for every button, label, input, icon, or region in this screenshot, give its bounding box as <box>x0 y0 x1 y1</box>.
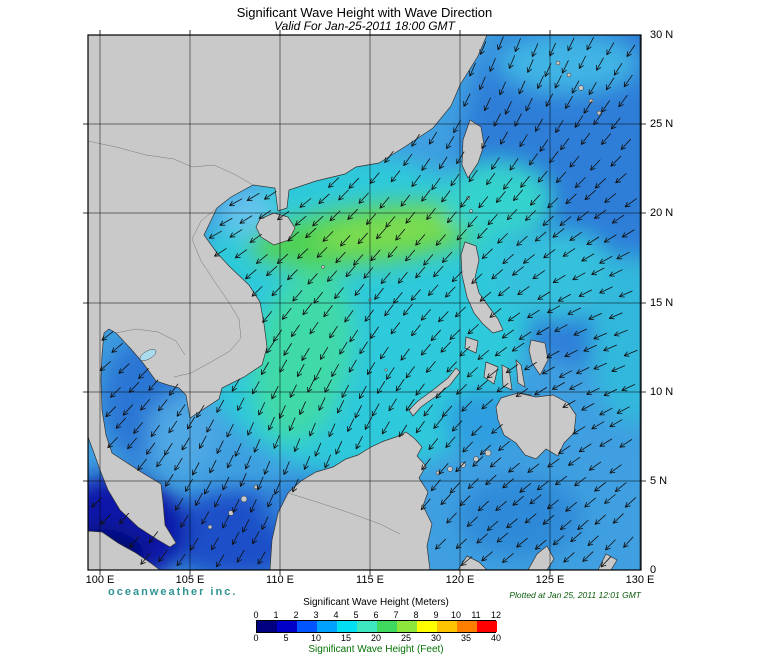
y-axis-tick: 20 N <box>650 207 674 219</box>
x-axis-tick: 130 E <box>625 574 655 586</box>
landmass-panay <box>483 361 499 385</box>
small-island <box>555 60 561 66</box>
legend-color-segment <box>277 621 297 632</box>
legend-meters-tick: 7 <box>393 610 399 620</box>
small-island <box>473 456 479 462</box>
y-axis-tick: 10 N <box>650 386 674 398</box>
legend-feet-tick: 40 <box>490 633 501 643</box>
legend-feet-tick: 10 <box>310 633 321 643</box>
small-island <box>447 466 453 472</box>
legend-color-segment <box>377 621 397 632</box>
small-island <box>460 462 466 468</box>
small-island <box>240 495 248 503</box>
small-island <box>484 449 492 457</box>
small-island <box>207 524 213 530</box>
x-axis-tick: 110 E <box>266 574 294 586</box>
legend-feet-tick: 30 <box>430 633 441 643</box>
y-axis-tick: 15 N <box>650 297 674 309</box>
legend-feet-label: Significant Wave Height (Feet) <box>308 644 444 655</box>
legend-color-segment <box>437 621 457 632</box>
x-axis-tick: 105 E <box>175 574 205 586</box>
legend-feet-tick: 25 <box>400 633 411 643</box>
legend-color-segment <box>397 621 417 632</box>
lake <box>139 349 157 361</box>
legend-meters-tick: 11 <box>471 610 481 620</box>
small-island <box>384 368 388 372</box>
x-axis-tick: 115 E <box>356 574 384 586</box>
landmass-samar <box>528 339 549 376</box>
wave-direction-map <box>83 30 646 575</box>
landmass-taiwan <box>461 119 485 179</box>
small-island <box>596 110 602 116</box>
legend-color-bar <box>256 620 497 633</box>
legend-color-segment <box>477 621 497 632</box>
legend-meters-label: Significant Wave Height (Meters) <box>303 597 449 608</box>
y-axis-tick: 5 N <box>650 475 668 487</box>
legend-color-segment <box>457 621 477 632</box>
legend-meters-tick: 6 <box>373 610 379 620</box>
legend-meters-tick: 1 <box>273 610 279 620</box>
legend-feet-ticks: 0 5 10 15 20 25 30 35 40 <box>253 633 501 643</box>
legend-meters-tick: 3 <box>313 610 319 620</box>
legend-meters-tick: 9 <box>433 610 439 620</box>
x-axis-tick: 100 E <box>85 574 115 586</box>
border-ticks-layer <box>83 30 646 575</box>
landmass-negros <box>501 364 513 391</box>
legend-meters-tick: 12 <box>490 610 501 620</box>
legend-color-segment <box>317 621 337 632</box>
y-axis-tick: 30 N <box>650 29 674 41</box>
brand-text: oceanweather inc. <box>108 586 238 598</box>
plotted-timestamp: Plotted at Jan 25, 2011 12:01 GMT <box>509 590 641 600</box>
y-axis-tick: 0 <box>650 564 657 576</box>
landmass-cebu <box>515 359 526 388</box>
landmass-mindanao <box>495 392 577 460</box>
small-island <box>566 72 572 78</box>
wave-arrows-layer <box>91 36 638 568</box>
chart-title: Significant Wave Height with Wave Direct… <box>236 5 493 20</box>
legend-feet-tick: 0 <box>253 633 259 643</box>
legend-meters-tick: 10 <box>450 610 461 620</box>
small-island <box>469 209 473 213</box>
y-axis-tick: 25 N <box>650 118 674 130</box>
small-island <box>228 510 234 516</box>
legend-meters-tick: 5 <box>353 610 359 620</box>
landmass-sulaw2 <box>527 545 555 570</box>
legend-color-segment <box>297 621 317 632</box>
legend-meters-tick: 4 <box>333 610 339 620</box>
legend-color-segment <box>357 621 377 632</box>
landmass-mindoro <box>464 336 479 354</box>
landmass-mainland <box>88 35 488 548</box>
map-frame <box>83 30 646 575</box>
legend-meters-ticks: 0 1 2 3 4 5 6 7 8 9 10 11 12 <box>253 610 501 620</box>
x-axis-tick: 125 E <box>535 574 565 586</box>
legend-color-segment <box>417 621 437 632</box>
legend-meters-tick: 2 <box>293 610 299 620</box>
x-axis-tick: 120 E <box>445 574 475 586</box>
grid-layer <box>88 35 641 570</box>
small-island <box>321 265 325 269</box>
legend-feet-tick: 20 <box>370 633 381 643</box>
chart-subtitle: Valid For Jan-25-2011 18:00 GMT <box>274 19 455 33</box>
land-layer <box>88 35 618 570</box>
landmass-sulaw1 <box>457 555 488 570</box>
legend-meters-tick: 8 <box>413 610 419 620</box>
landmass-luzon <box>460 241 504 334</box>
map-border <box>87 34 642 571</box>
small-island <box>578 85 584 91</box>
legend-feet-tick: 5 <box>283 633 289 643</box>
legend-feet-tick: 35 <box>460 633 471 643</box>
legend-color-segment <box>337 621 357 632</box>
country-borders-layer <box>88 140 401 535</box>
legend-color-segment <box>257 621 277 632</box>
legend-meters-tick: 0 <box>253 610 259 620</box>
legend-feet-tick: 15 <box>340 633 351 643</box>
